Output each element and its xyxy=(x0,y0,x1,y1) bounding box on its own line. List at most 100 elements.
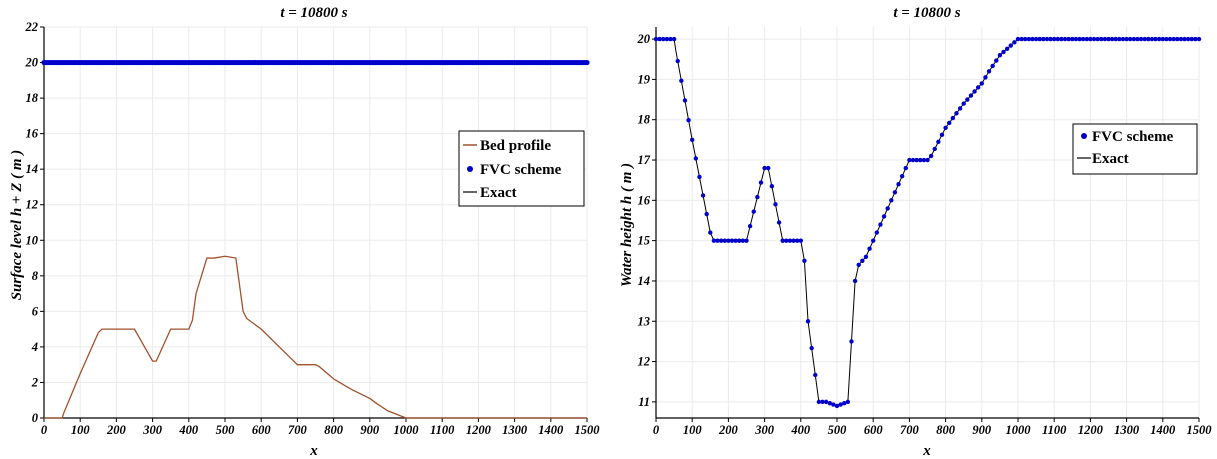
fvc-point-right xyxy=(852,278,858,284)
fvc-point-right xyxy=(863,254,869,259)
fvc-point-right xyxy=(816,399,822,405)
right-x-tick-label: 1100 xyxy=(1042,423,1067,437)
fvc-point-right xyxy=(726,238,731,243)
right-x-axis-label: x xyxy=(922,443,931,459)
fvc-point-right xyxy=(838,402,843,407)
left-x-tick-label: 1400 xyxy=(538,423,564,437)
fvc-point-right xyxy=(834,403,840,409)
fvc-point-right xyxy=(776,220,782,225)
fvc-point-right xyxy=(1102,36,1108,42)
fvc-point-right xyxy=(903,165,908,171)
right-y-axis-label: Water height h ( m ) xyxy=(619,163,635,287)
fvc-point-right xyxy=(769,184,775,189)
fvc-point-right xyxy=(1153,36,1158,42)
left-x-tick-label: 700 xyxy=(288,423,308,437)
fvc-point-right xyxy=(791,238,796,243)
left-y-tick-label: 10 xyxy=(26,233,39,247)
left-legend: Bed profile FVC scheme Exact xyxy=(458,130,585,207)
fvc-point-right xyxy=(758,180,764,185)
left-x-tick-label: 500 xyxy=(216,423,236,437)
fvc-point-right xyxy=(653,36,659,42)
right-y-tick-label: 20 xyxy=(637,32,651,46)
left-y-axis-label: Surface level h + Z ( m ) xyxy=(9,150,25,301)
fvc-point-right xyxy=(918,157,923,163)
fvc-point-right xyxy=(975,85,981,90)
fvc-point-right xyxy=(1026,36,1032,42)
left-x-tick-label: 0 xyxy=(41,423,48,437)
fvc-point-right xyxy=(1062,36,1068,42)
fvc-point-right xyxy=(1156,36,1162,42)
fvc-point-right xyxy=(766,165,771,171)
right-y-tick-label: 19 xyxy=(638,72,651,86)
fvc-point-right xyxy=(697,174,702,180)
left-legend-fvc-swatch xyxy=(467,166,473,172)
fvc-point-right xyxy=(1070,36,1075,42)
fvc-point-right xyxy=(867,246,872,251)
left-y-tick-label: 14 xyxy=(26,162,39,176)
fvc-point-right xyxy=(842,401,847,406)
fvc-point-right xyxy=(751,209,756,214)
fvc-point-right xyxy=(762,165,767,171)
fvc-point-right xyxy=(950,115,956,121)
fvc-point-right xyxy=(1008,43,1013,48)
fvc-point-right xyxy=(1124,36,1129,42)
fvc-point-right xyxy=(899,173,905,179)
fvc-point-right xyxy=(1066,36,1071,42)
fvc-point-right xyxy=(921,157,927,163)
fvc-point-right xyxy=(983,75,988,80)
fvc-point-right xyxy=(932,146,937,152)
fvc-point-right xyxy=(704,211,709,217)
fvc-point-right xyxy=(997,53,1003,58)
fvc-point-right xyxy=(1059,36,1064,42)
left-legend-bed-label: Bed profile xyxy=(480,138,551,154)
fvc-point-right xyxy=(939,132,945,138)
right-x-tick-label: 1400 xyxy=(1150,423,1176,437)
fvc-point-right xyxy=(845,399,851,405)
fvc-point-right xyxy=(1135,36,1140,42)
fvc-point-right xyxy=(928,153,934,159)
right-x-tick-label: 800 xyxy=(936,423,956,437)
left-x-tick-label: 900 xyxy=(360,423,380,437)
left-x-tick-label: 600 xyxy=(252,423,272,437)
fvc-point-right xyxy=(1001,49,1006,55)
fvc-point-right xyxy=(1041,36,1046,42)
fvc-point-right xyxy=(668,36,673,42)
right-y-tick-label: 15 xyxy=(638,234,651,248)
left-x-tick-label: 100 xyxy=(71,423,91,437)
left-y-tick-label: 20 xyxy=(25,56,39,70)
left-x-tick-label: 200 xyxy=(106,423,127,437)
left-plot: 0 100 200 300 400 500 600 700 800 900 1000 1100 1200… xyxy=(25,20,601,437)
fvc-point-right xyxy=(1167,36,1173,42)
left-x-tick-label: 1100 xyxy=(430,423,455,437)
fvc-point-right xyxy=(827,401,832,406)
right-legend-fvc-swatch xyxy=(1081,133,1087,139)
fvc-point-right xyxy=(1109,36,1115,42)
fvc-point-right xyxy=(1084,36,1089,42)
fvc-point-right xyxy=(737,238,742,243)
fvc-point-right xyxy=(1175,36,1180,42)
fvc-point-right xyxy=(773,202,778,207)
left-y-tick-label: 2 xyxy=(31,375,38,389)
right-x-tick-label: 600 xyxy=(864,423,884,437)
fvc-point-right xyxy=(954,111,959,116)
left-legend-exact-label: Exact xyxy=(480,185,517,201)
fvc-point-right xyxy=(1128,36,1133,42)
fvc-point-right xyxy=(856,262,861,268)
fvc-point-right xyxy=(1113,36,1118,42)
fvc-point-right xyxy=(957,106,963,111)
right-x-tick-label: 400 xyxy=(790,423,811,437)
right-y-tick-label: 12 xyxy=(638,355,651,369)
fvc-point-right xyxy=(679,78,684,83)
right-x-tick-label: 900 xyxy=(972,423,992,437)
left-y-tick-label: 8 xyxy=(32,269,39,283)
right-legend-fvc-label: FVC scheme xyxy=(1092,129,1174,145)
fvc-point-right xyxy=(925,157,930,163)
left-x-tick-label: 300 xyxy=(142,423,163,437)
fvc-point-right xyxy=(722,238,727,243)
fvc-point-right xyxy=(874,230,880,235)
fvc-point-right xyxy=(711,238,717,243)
fvc-point-right xyxy=(813,372,818,378)
fvc-point-right xyxy=(910,157,916,163)
left-x-tick-label: 1000 xyxy=(394,423,420,437)
